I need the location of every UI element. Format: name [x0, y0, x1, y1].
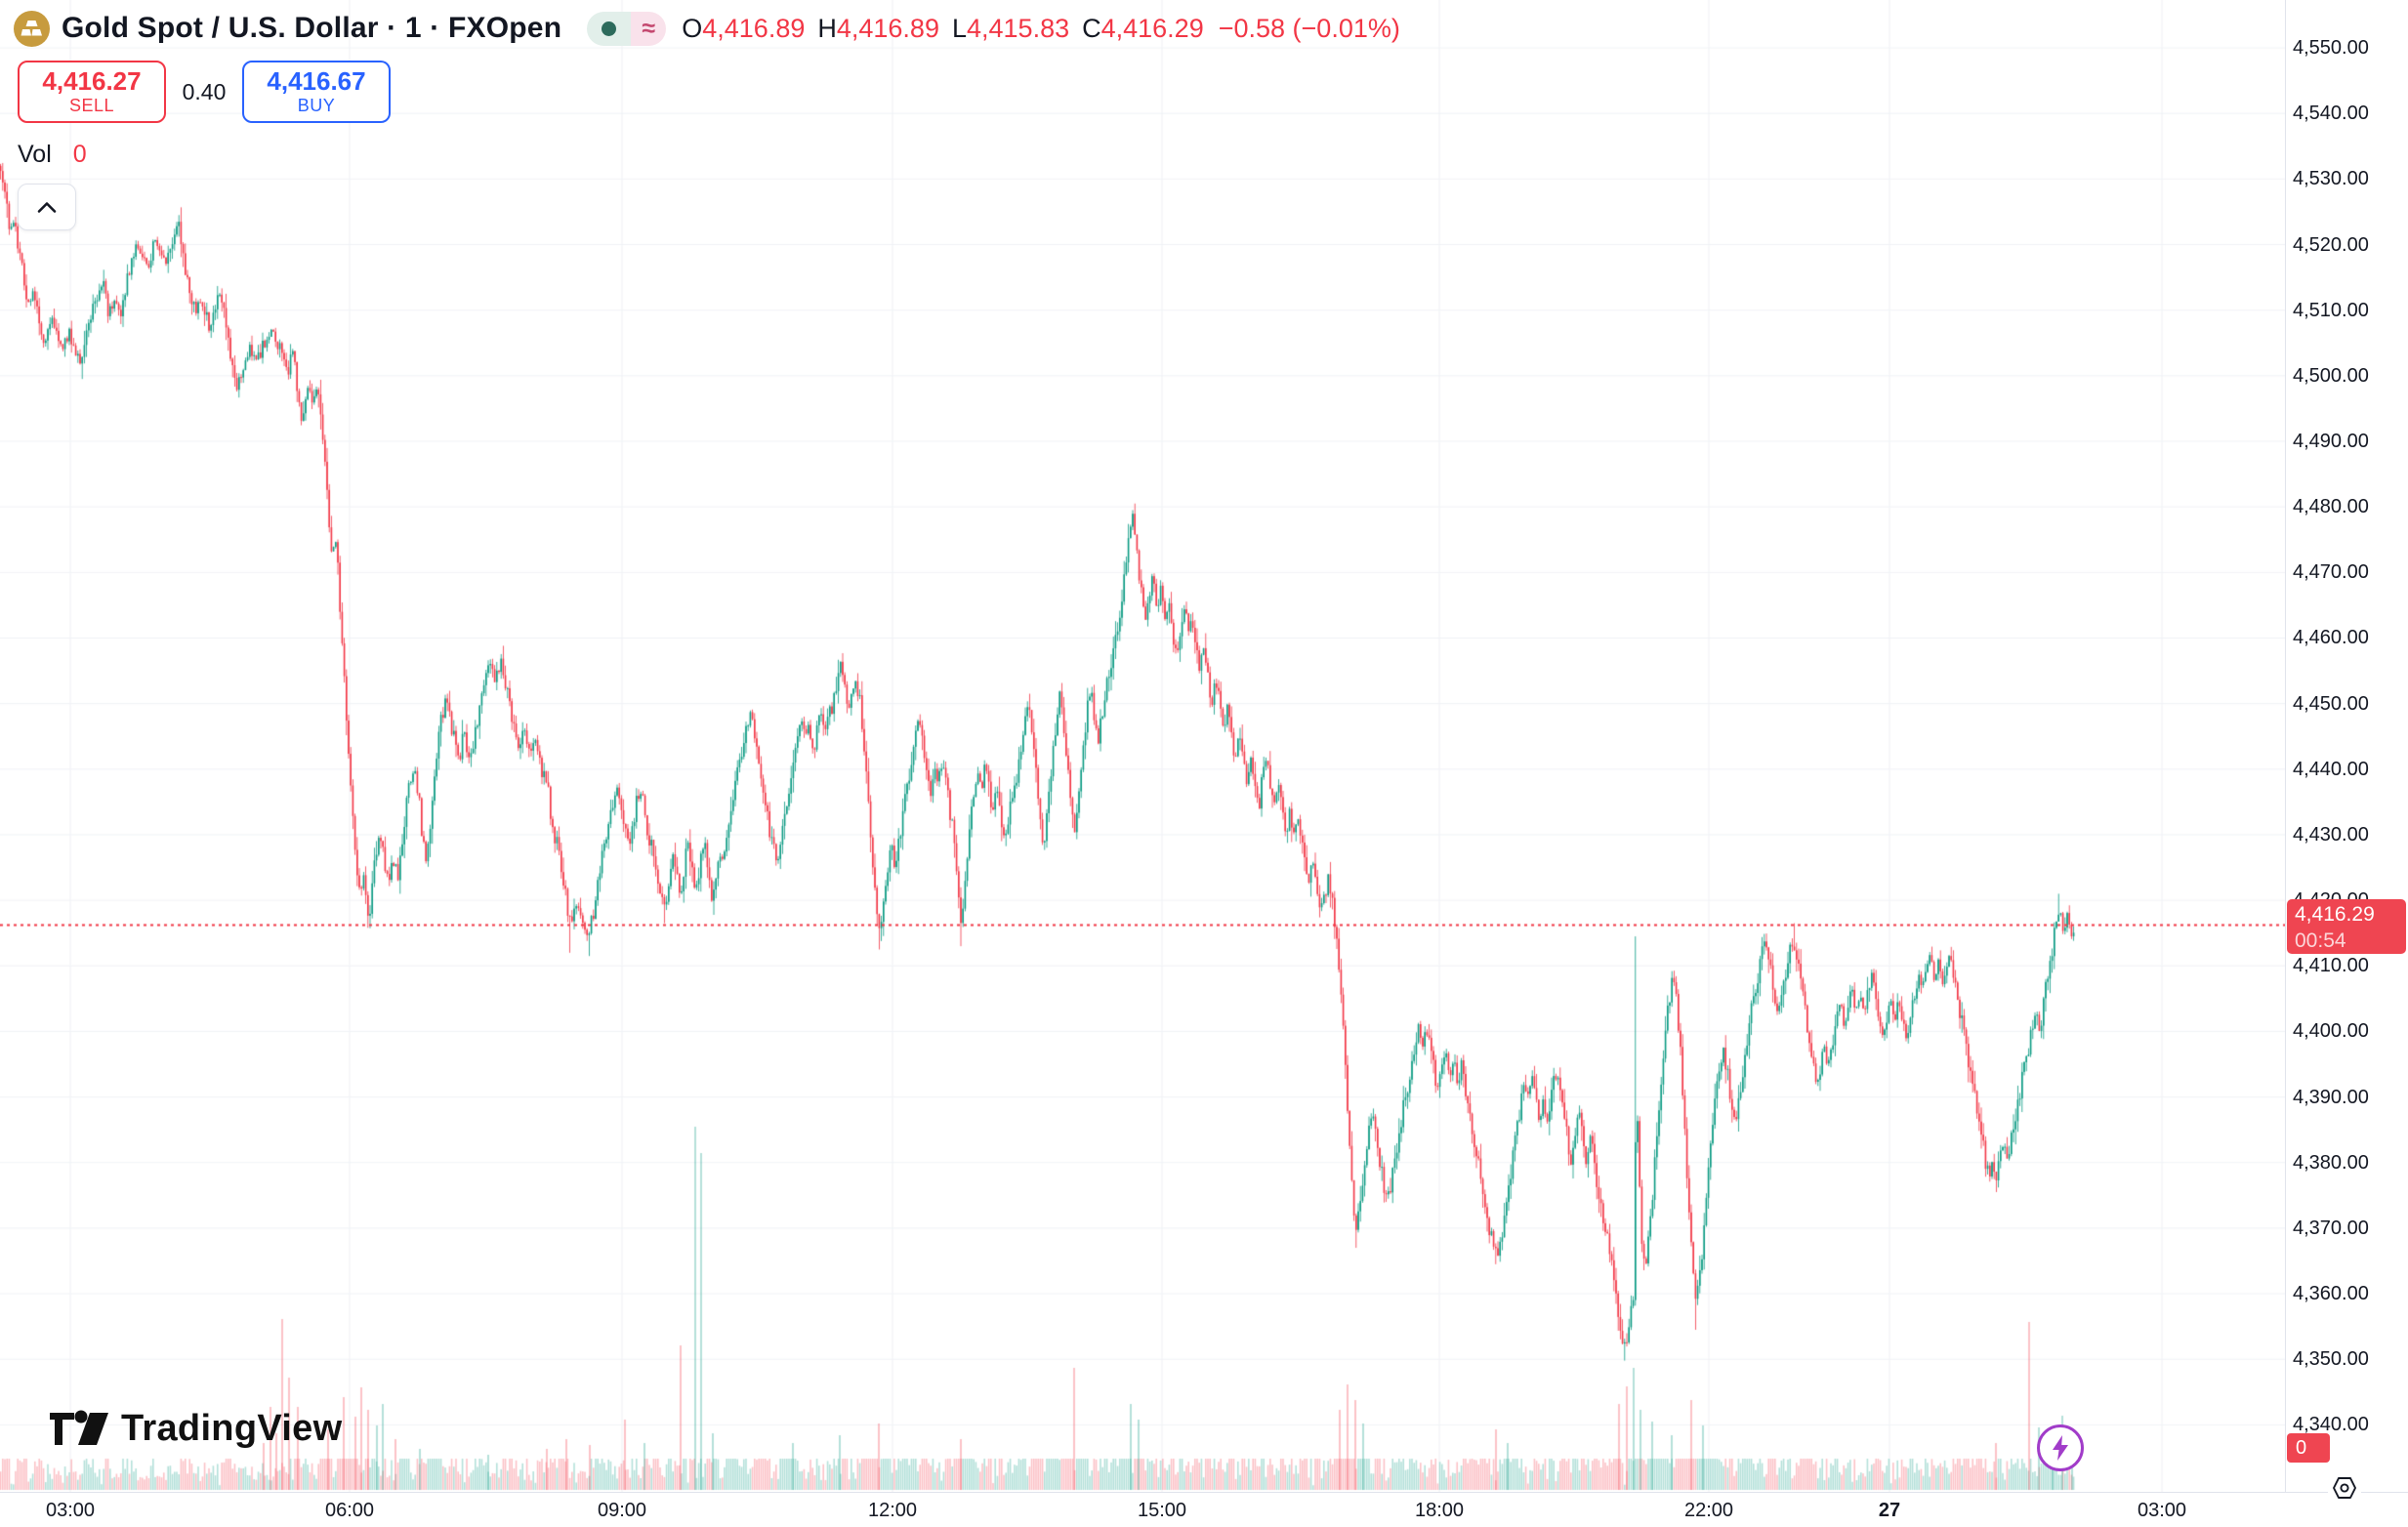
sell-label: SELL: [68, 96, 115, 115]
volume-indicator-row: Vol 0: [18, 141, 87, 169]
time-axis-label: 03:00: [2137, 1500, 2187, 1521]
price-change: −0.58 (−0.01%): [1218, 13, 1400, 43]
ohlc-item: L4,415.83: [951, 13, 1070, 43]
market-open-dot-icon: [602, 21, 617, 36]
lightning-bolt-icon: [2053, 1435, 2068, 1461]
gold-bars-glyph: [21, 21, 42, 36]
price-axis-label: 4,380.00: [2293, 1151, 2369, 1174]
price-axis-label: 4,470.00: [2293, 561, 2369, 584]
time-axis-label: 15:00: [1137, 1500, 1187, 1521]
price-axis-label: 4,430.00: [2293, 823, 2369, 846]
time-axis[interactable]: 03:00 06:00 09:00 12:00 15:00 18:00 22:00 27 03:…: [0, 1492, 2408, 1527]
price-axis-label: 4,410.00: [2293, 955, 2369, 977]
time-axis-label: 09:00: [597, 1500, 647, 1521]
tradingview-watermark[interactable]: TradingView: [49, 1406, 342, 1451]
volume-indicator-label[interactable]: Vol: [18, 141, 52, 168]
bar-countdown: 00:54: [2295, 929, 2346, 953]
price-axis-label: 4,350.00: [2293, 1348, 2369, 1371]
symbol-header: Gold Spot / U.S. Dollar · 1 · FXOpen ≈ O…: [14, 6, 1400, 51]
sell-button[interactable]: 4,416.27 SELL: [18, 61, 166, 123]
delayed-data-icon: ≈: [642, 14, 656, 42]
price-axis-label: 4,500.00: [2293, 364, 2369, 387]
time-axis-label: 22:00: [1683, 1500, 1734, 1521]
market-status-pills[interactable]: ≈: [587, 11, 667, 46]
volume-zero-badge: 0: [2287, 1433, 2330, 1463]
chart-canvas[interactable]: [0, 0, 2285, 1492]
axis-settings-button[interactable]: [2328, 1472, 2361, 1506]
price-axis-label: 4,460.00: [2293, 627, 2369, 649]
buy-button[interactable]: 4,416.67 BUY: [242, 61, 391, 123]
volume-indicator-value: 0: [72, 141, 87, 168]
price-axis-label: 4,400.00: [2293, 1020, 2369, 1043]
price-axis-label: 4,390.00: [2293, 1086, 2369, 1108]
price-axis-label: 4,450.00: [2293, 692, 2369, 715]
price-axis-label: 4,550.00: [2293, 37, 2369, 60]
spread-value: 0.40: [182, 78, 227, 104]
price-axis-label: 4,530.00: [2293, 168, 2369, 190]
market-open-pill: [587, 11, 632, 46]
hexagon-settings-icon: [2333, 1476, 2356, 1499]
current-price-label: 4,416.29 00:54: [2287, 899, 2406, 955]
time-axis-label: 18:00: [1414, 1500, 1465, 1521]
tradingview-logo-icon: [50, 1410, 108, 1445]
price-axis-label: 4,340.00: [2293, 1414, 2369, 1436]
tradingview-logo-text: TradingView: [121, 1407, 343, 1449]
price-axis-label: 4,360.00: [2293, 1283, 2369, 1305]
buy-label: BUY: [297, 96, 336, 115]
ohlc-item: C4,416.29: [1082, 13, 1204, 43]
quick-trade-flash-button[interactable]: [2037, 1424, 2084, 1471]
collapse-panel-button[interactable]: [18, 184, 76, 230]
price-axis-label: 4,440.00: [2293, 758, 2369, 780]
current-price-value: 4,416.29: [2295, 903, 2375, 927]
delayed-data-pill: ≈: [631, 11, 667, 46]
trade-panel: 4,416.27 SELL 0.40 4,416.67 BUY: [18, 61, 391, 123]
price-axis-label: 4,490.00: [2293, 430, 2369, 452]
ohlc-item: H4,416.89: [817, 13, 939, 43]
time-axis-label: 06:00: [324, 1500, 375, 1521]
time-axis-label: 12:00: [867, 1500, 918, 1521]
sell-price: 4,416.27: [42, 66, 142, 96]
price-axis-label: 4,370.00: [2293, 1217, 2369, 1239]
time-axis-label: 03:00: [45, 1500, 96, 1521]
price-axis[interactable]: 4,416.29 00:54 0 4,550.00 4,540.00 4,530.0…: [2285, 0, 2408, 1492]
symbol-title[interactable]: Gold Spot / U.S. Dollar · 1 · FXOpen: [62, 12, 562, 44]
chevron-up-icon: [37, 202, 57, 213]
price-axis-label: 4,540.00: [2293, 103, 2369, 125]
gold-symbol-icon[interactable]: [14, 10, 50, 47]
buy-price: 4,416.67: [267, 66, 366, 96]
price-axis-label: 4,510.00: [2293, 299, 2369, 321]
ohlc-item: O4,416.89: [682, 13, 806, 43]
time-axis-label: 27: [1878, 1500, 1901, 1521]
price-axis-label: 4,520.00: [2293, 233, 2369, 256]
price-axis-label: 4,480.00: [2293, 496, 2369, 518]
ohlc-readout: O4,416.89 H4,416.89 L4,415.83 C4,416.29: [682, 14, 1216, 44]
